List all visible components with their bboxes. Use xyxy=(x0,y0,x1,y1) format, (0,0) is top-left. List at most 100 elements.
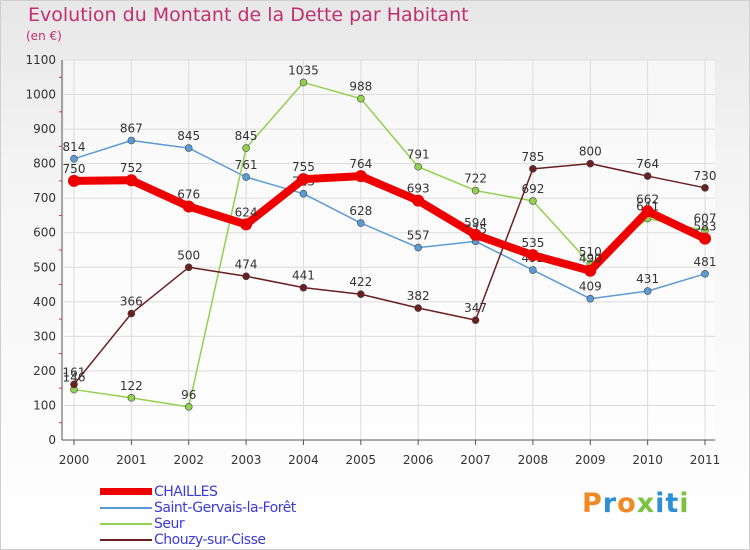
data-label: 409 xyxy=(579,280,602,294)
data-label: 761 xyxy=(235,158,258,172)
legend-swatch xyxy=(100,488,152,495)
x-tick-label: 2003 xyxy=(231,453,262,467)
data-label: 366 xyxy=(120,295,143,309)
legend-swatch xyxy=(100,523,152,525)
x-tick-label: 2000 xyxy=(59,453,90,467)
y-tick-label: 200 xyxy=(33,364,56,378)
x-tick-label: 2007 xyxy=(460,453,491,467)
data-point xyxy=(354,170,367,183)
plot-area xyxy=(64,60,715,440)
data-point xyxy=(643,172,652,180)
chart-subtitle: (en €) xyxy=(26,29,62,43)
legend-label: Chouzy-sur-Cisse xyxy=(154,532,266,548)
x-tick-label: 2005 xyxy=(346,453,377,467)
logo-letter: t xyxy=(665,488,680,519)
data-point xyxy=(701,270,709,278)
x-tick-label: 2006 xyxy=(403,453,434,467)
data-point xyxy=(529,266,537,274)
data-label: 693 xyxy=(407,182,430,196)
data-label: 382 xyxy=(407,289,430,303)
x-tick-label: 2009 xyxy=(575,453,606,467)
logo-letter: i xyxy=(679,488,690,519)
y-tick-label: 100 xyxy=(33,398,56,412)
legend-swatch xyxy=(100,507,152,509)
legend-label: Saint-Gervais-la-Forêt xyxy=(154,500,296,516)
data-label: 628 xyxy=(349,204,372,218)
data-label: 146 xyxy=(63,371,86,385)
data-label: 583 xyxy=(694,220,717,234)
data-label: 764 xyxy=(349,157,372,171)
x-tick-label: 2001 xyxy=(116,453,147,467)
data-label: 122 xyxy=(120,379,143,393)
data-label: 988 xyxy=(349,80,372,94)
data-label: 814 xyxy=(63,140,86,154)
data-label: 752 xyxy=(120,161,143,175)
data-point xyxy=(412,194,425,207)
data-point xyxy=(414,304,422,312)
data-label: 624 xyxy=(235,205,258,219)
data-point xyxy=(529,197,537,205)
y-tick-label: 300 xyxy=(33,329,56,343)
data-point xyxy=(182,200,195,213)
logo-letter: P xyxy=(582,488,603,519)
data-label: 607 xyxy=(694,211,717,225)
legend-label: CHAILLES xyxy=(154,484,218,500)
data-label: 1035 xyxy=(288,63,319,77)
data-label: 431 xyxy=(636,272,659,286)
data-point xyxy=(529,165,537,173)
data-point xyxy=(357,219,365,227)
legend-swatch xyxy=(100,539,152,541)
data-point xyxy=(701,184,709,192)
data-point xyxy=(471,316,480,324)
data-label: 722 xyxy=(464,172,487,186)
series-line-1 xyxy=(73,139,706,300)
data-label: 800 xyxy=(579,145,602,159)
y-tick-label: 400 xyxy=(33,295,56,309)
data-label: 594 xyxy=(464,216,487,230)
data-point xyxy=(414,243,422,252)
data-point xyxy=(242,173,250,181)
data-point xyxy=(184,403,193,411)
x-tick-label: 2002 xyxy=(173,453,204,467)
x-tick-label: 2010 xyxy=(632,453,663,467)
data-label: 161 xyxy=(63,365,86,379)
data-label: 474 xyxy=(235,257,258,271)
data-point xyxy=(242,144,250,152)
data-point xyxy=(299,283,308,292)
data-point xyxy=(242,272,250,281)
data-label: 785 xyxy=(521,150,544,164)
data-point xyxy=(184,263,193,272)
series-line-3 xyxy=(73,162,706,386)
data-label: 755 xyxy=(292,160,315,174)
data-label: 557 xyxy=(407,229,430,243)
y-tick-label: 700 xyxy=(33,191,56,205)
data-point xyxy=(414,162,422,171)
data-point xyxy=(357,290,365,299)
data-label: 441 xyxy=(292,269,315,283)
data-label: 867 xyxy=(120,121,143,135)
logo-letter: r xyxy=(602,488,618,519)
data-point xyxy=(586,294,595,303)
data-point xyxy=(299,189,308,198)
data-label: 845 xyxy=(177,129,200,143)
data-label: 845 xyxy=(235,129,258,143)
data-point xyxy=(641,205,654,218)
data-label: 764 xyxy=(636,157,659,171)
data-label: 535 xyxy=(521,236,544,250)
x-tick-label: 2008 xyxy=(518,453,549,467)
logo-letter: o xyxy=(617,488,637,519)
data-label: 510 xyxy=(579,245,602,259)
data-point xyxy=(699,232,711,245)
logo-letter: x xyxy=(636,488,656,519)
chart-title: Evolution du Montant de la Dette par Hab… xyxy=(28,4,469,26)
data-point xyxy=(127,309,136,318)
data-label: 662 xyxy=(636,192,659,206)
logo-letter: i xyxy=(655,488,666,519)
y-tick-label: 600 xyxy=(33,226,56,240)
data-point xyxy=(127,394,136,402)
data-point xyxy=(584,264,597,277)
series-line-0 xyxy=(70,172,709,275)
y-tick-label: 0 xyxy=(48,433,56,447)
data-point xyxy=(299,78,308,87)
